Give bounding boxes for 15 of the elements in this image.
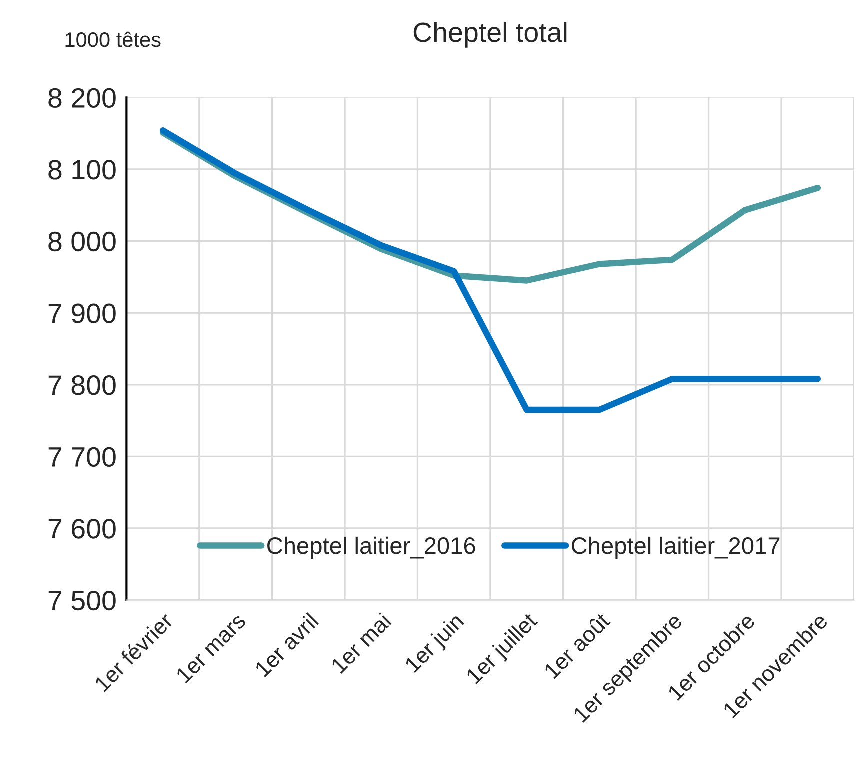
y-tick-label: 8 200 [48,88,116,108]
y-tick-label: 8 100 [48,160,116,180]
chart-title: Cheptel total [414,22,567,48]
y-tick-label: 7 600 [48,519,116,539]
legend-label: Cheptel laitier_2017 [572,536,780,559]
legend-label: Cheptel laitier_2016 [268,536,476,559]
x-tick-label: 1er mai [330,612,392,674]
y-axis-title: 1000 têtes [66,32,161,48]
y-tick-label: 7 800 [48,376,116,396]
y-tick-label: 7 500 [48,590,116,611]
y-tick-label: 7 900 [48,304,116,324]
y-tick-label: 7 700 [48,447,116,468]
y-tick-label: 8 000 [48,232,116,252]
x-tick-label: 1er avril [254,612,320,678]
x-tick-label: 1er juin [404,612,468,676]
